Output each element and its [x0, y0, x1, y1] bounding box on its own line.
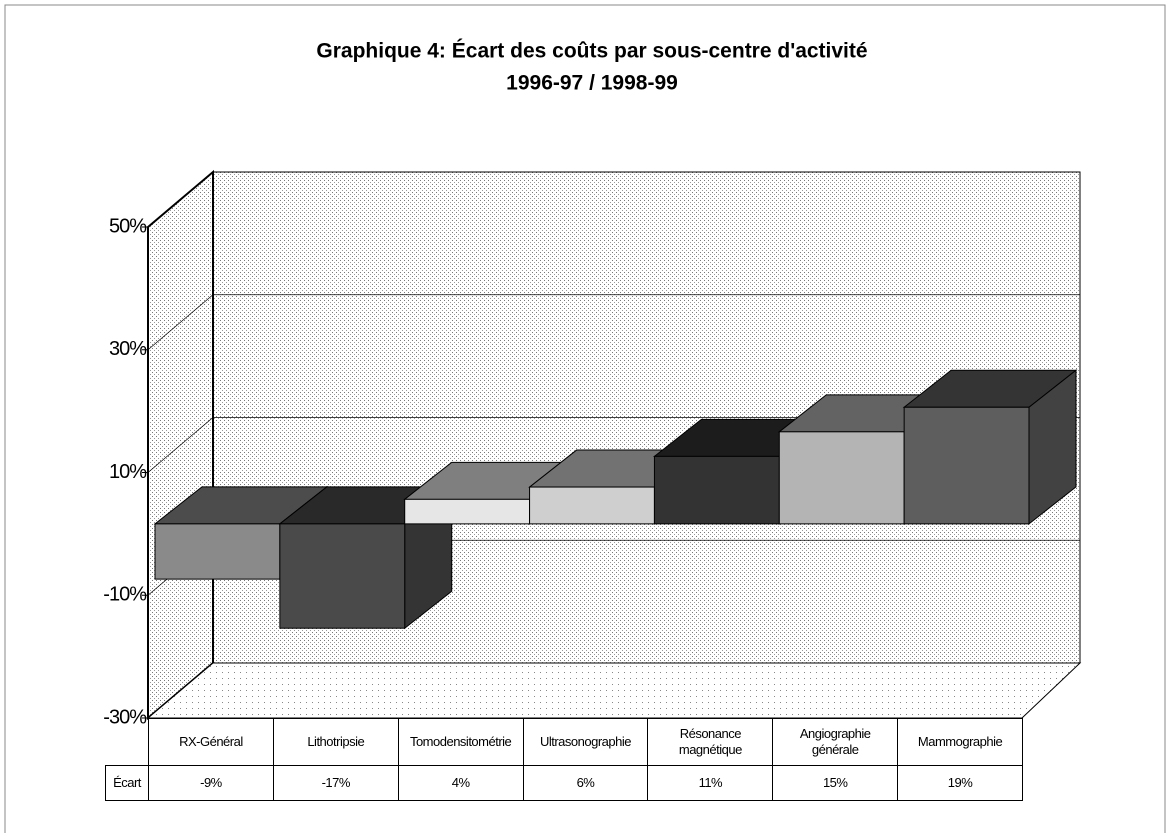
bar: [279, 523, 406, 629]
y-tick-label: 10%: [109, 461, 147, 483]
table-cell: Ultrasonographie: [522, 718, 649, 766]
table-cell: Résonance magnétique: [647, 718, 774, 766]
table-cell: Mammographie: [897, 718, 1023, 766]
table-cell: 15%: [772, 765, 899, 801]
grid-line: [147, 294, 1080, 351]
table-cell: -9%: [148, 765, 274, 801]
grid-line: [147, 417, 1080, 473]
y-tick-label: 30%: [109, 338, 147, 360]
table-cell: Tomodensitométrie: [397, 718, 524, 766]
table-cell: 4%: [397, 765, 524, 801]
bar: [404, 498, 531, 525]
y-tick-label: -10%: [103, 584, 147, 606]
table-cell: Angiographie générale: [772, 718, 899, 766]
table-cell: 11%: [647, 765, 774, 801]
table-cell: Lithotripsie: [272, 718, 399, 766]
bar: [903, 406, 1030, 525]
frame: [4, 4, 1166, 833]
bar: [529, 486, 655, 525]
y-tick-label: -30%: [103, 706, 147, 728]
grid-line: [147, 662, 1080, 719]
bar: [778, 431, 905, 525]
y-tick-label: 50%: [109, 215, 147, 237]
chart-title: Graphique 4: Écart des coûts par sous-ce…: [316, 40, 867, 63]
table-cell: Écart: [105, 765, 149, 801]
bar: [154, 523, 281, 580]
table-cell: 19%: [897, 765, 1023, 801]
table-cell: 6%: [522, 765, 649, 801]
table-cell: -17%: [272, 765, 399, 801]
grid-line: [147, 171, 1080, 228]
bar: [653, 455, 780, 525]
table-cell: RX-Général: [148, 718, 274, 766]
floor: [146, 662, 1082, 719]
chart-subtitle: 1996-97 / 1998-99: [506, 72, 678, 95]
